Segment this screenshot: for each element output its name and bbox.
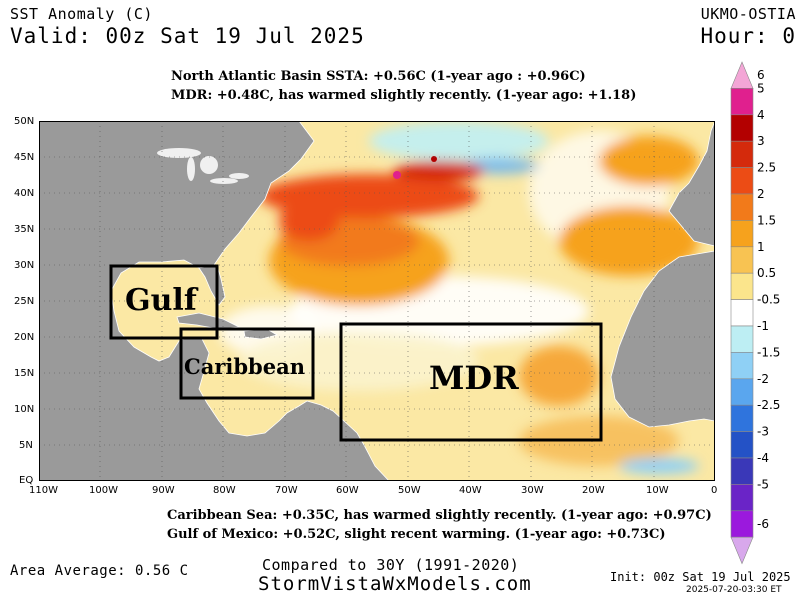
colorbar-cell [730, 167, 754, 195]
colorbar-label: -5 [757, 477, 769, 491]
lat-label: 50N [14, 116, 35, 127]
colorbar-cell [730, 325, 754, 353]
lon-label: 80W [213, 485, 236, 496]
colorbar-cell [730, 378, 754, 406]
caribbean-note: Caribbean Sea: +0.35C, has warmed slight… [167, 508, 712, 523]
colorbar-cell [730, 404, 754, 432]
lat-label: 25N [14, 296, 35, 307]
lon-label: 50W [398, 485, 421, 496]
lon-label: 20W [582, 485, 605, 496]
anomaly-hotspot [393, 171, 401, 179]
great-lakes [157, 148, 249, 184]
colorbar-cell [730, 352, 754, 380]
colorbar-cell [730, 140, 754, 168]
map-grid [39, 121, 715, 481]
map-frame [39, 121, 715, 481]
caribbean-label: Caribbean [184, 354, 305, 379]
init-time: Init: 00z Sat 19 Jul 2025 [610, 570, 791, 584]
gulf-region-box [109, 264, 219, 340]
lon-label: 0 [711, 485, 718, 496]
colorbar-cell [730, 457, 754, 485]
gulf-label: Gulf [125, 283, 199, 318]
anomaly-hotspot [431, 156, 437, 162]
colorbar-cell [730, 299, 754, 327]
mdr-note: MDR: +0.48C, has warmed slightly recentl… [171, 88, 637, 103]
colorbar-label: 4 [757, 108, 765, 122]
colorbar-label: 3 [757, 134, 765, 148]
lon-label: 90W [152, 485, 175, 496]
lon-label: 40W [459, 485, 482, 496]
colorbar-cell [730, 246, 754, 274]
colorbar-arrow-top [730, 61, 754, 89]
gulf-note: Gulf of Mexico: +0.52C, slight recent wa… [167, 527, 666, 542]
land-north-america [39, 121, 390, 481]
colorbar-label: 2.5 [757, 161, 776, 175]
colorbar-arrow-bottom [730, 536, 754, 565]
colorbar-cell [730, 193, 754, 221]
lat-label: EQ [19, 475, 34, 486]
sst-anomaly-map: Gulf Caribbean MDR [39, 121, 715, 481]
colorbar-cell [730, 484, 754, 512]
lat-label: 10N [14, 404, 35, 415]
lat-label: 40N [14, 188, 35, 199]
colorbar-label: -3 [757, 425, 769, 439]
colorbar-label: 1.5 [757, 213, 776, 227]
render-timestamp: 2025-07-20-03:30 ET [686, 585, 782, 595]
map-title: SST Anomaly (C) [10, 5, 153, 23]
lon-label: 110W [29, 485, 58, 496]
climatology-note: Compared to 30Y (1991-2020) [262, 556, 520, 574]
colorbar-cell [730, 88, 754, 116]
forecast-hour: Hour: 0 [700, 24, 796, 48]
lon-label: 100W [89, 485, 118, 496]
model-name: UKMO-OSTIA [700, 5, 796, 23]
colorbar-label: -1.5 [757, 345, 780, 359]
caribbean-region-box [179, 327, 315, 400]
lat-label: 35N [14, 224, 35, 235]
lon-label: 30W [521, 485, 544, 496]
colorbar-label: -6 [757, 517, 769, 531]
colorbar-cell [730, 510, 754, 538]
colorbar-label: 2 [757, 187, 765, 201]
colorbar-label: -4 [757, 451, 769, 465]
colorbar-cell [730, 272, 754, 300]
lat-label: 5N [19, 440, 33, 451]
valid-time: Valid: 00z Sat 19 Jul 2025 [10, 24, 365, 48]
colorbar-label: -1 [757, 319, 769, 333]
colorbar-label: 1 [757, 240, 765, 254]
colorbar-label: -0.5 [757, 293, 780, 307]
lat-label: 45N [14, 152, 35, 163]
mdr-region-box [339, 322, 603, 442]
colorbar-label: 6 [757, 68, 765, 82]
lon-label: 10W [646, 485, 669, 496]
lat-label: 20N [14, 332, 35, 343]
colorbar-cell [730, 114, 754, 142]
colorbar-label: 0.5 [757, 266, 776, 280]
site-name: StormVistaWxModels.com [258, 573, 532, 595]
colorbar-cell [730, 431, 754, 459]
lon-label: 60W [336, 485, 359, 496]
basin-ssta-note: North Atlantic Basin SSTA: +0.56C (1-yea… [171, 69, 586, 84]
colorbar-label: -2.5 [757, 398, 780, 412]
colorbar-label: -2 [757, 372, 769, 386]
colorbar: 65 4 3 2.5 2 1.5 1 0.5 -0.5 -1 -1.5 -2 -2.5 -3 -4 -5 -6 [730, 61, 780, 565]
area-average: Area Average: 0.56 C [10, 563, 189, 579]
land-africa [610, 250, 715, 428]
colorbar-cell [730, 220, 754, 248]
lat-label: 15N [14, 368, 35, 379]
lon-label: 70W [275, 485, 298, 496]
colorbar-label: 5 [757, 81, 765, 95]
lat-label: 30N [14, 260, 35, 271]
mdr-label: MDR [429, 359, 519, 397]
